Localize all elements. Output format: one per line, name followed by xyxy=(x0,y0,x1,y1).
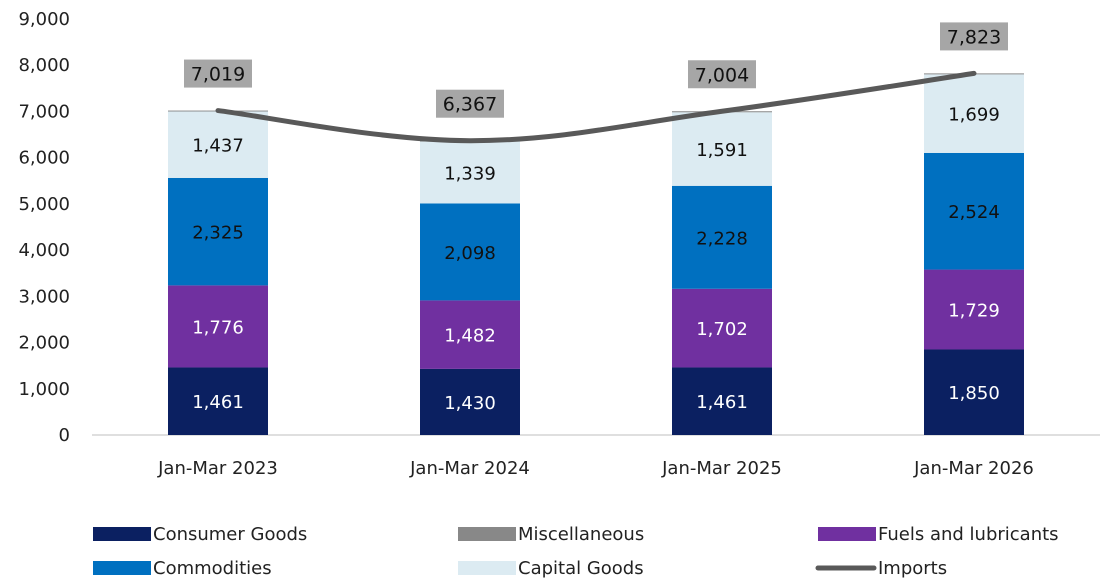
data-label: 1,591 xyxy=(696,140,748,161)
data-label: 1,729 xyxy=(948,301,1000,322)
imports-line xyxy=(215,70,977,144)
bar-segment-capital-goods xyxy=(420,141,520,204)
legend-swatch-commodities xyxy=(93,561,151,575)
y-tick-label: 5,000 xyxy=(18,194,70,215)
x-tick-label: Jan-Mar 2023 xyxy=(157,458,278,479)
x-tick-label: Jan-Mar 2025 xyxy=(661,458,782,479)
data-label: 1,702 xyxy=(696,319,748,340)
legend-swatch-capital-goods xyxy=(458,561,516,575)
y-tick-label: 6,000 xyxy=(18,148,70,169)
total-label: 7,004 xyxy=(695,64,749,86)
data-label: 1,339 xyxy=(444,163,496,184)
y-tick-label: 1,000 xyxy=(18,379,70,400)
total-label: 7,823 xyxy=(947,26,1001,48)
legend-swatch-miscellaneous xyxy=(458,527,516,541)
bar-segment-consumer-goods xyxy=(924,349,1024,435)
total-label-box xyxy=(688,60,756,89)
total-label: 6,367 xyxy=(443,94,497,116)
x-tick-label: Jan-Mar 2024 xyxy=(409,458,530,479)
y-tick-label: 0 xyxy=(59,425,70,446)
bar-segment-commodities xyxy=(420,203,520,301)
legend-label-imports: Imports xyxy=(878,558,947,579)
y-tick-label: 9,000 xyxy=(18,9,70,30)
legend-label-fuels-and-lubricants: Fuels and lubricants xyxy=(878,524,1059,545)
y-tick-label: 7,000 xyxy=(18,101,70,122)
data-label: 2,325 xyxy=(192,223,244,244)
data-label: 2,524 xyxy=(948,202,1000,223)
legend-swatch-consumer-goods xyxy=(93,527,151,541)
bar-segment-consumer-goods xyxy=(420,368,520,435)
total-label-box xyxy=(940,22,1008,51)
bar-segment-consumer-goods xyxy=(168,367,268,435)
bar-segment-commodities xyxy=(672,185,772,289)
x-tick-label: Jan-Mar 2026 xyxy=(913,458,1034,479)
data-label: 1,850 xyxy=(948,383,1000,404)
legend-label-miscellaneous: Miscellaneous xyxy=(518,524,644,545)
bar-segment-capital-goods xyxy=(168,111,268,178)
total-label-box xyxy=(436,89,504,118)
bar-segment-fuels-and-lubricants xyxy=(924,269,1024,350)
data-label: 1,461 xyxy=(192,392,244,413)
bar-segment-capital-goods xyxy=(924,74,1024,153)
data-label: 1,430 xyxy=(444,393,496,414)
legend-label-consumer-goods: Consumer Goods xyxy=(153,524,307,545)
total-label: 7,019 xyxy=(191,64,245,86)
y-tick-label: 3,000 xyxy=(18,286,70,307)
y-tick-label: 4,000 xyxy=(18,240,70,261)
data-label: 2,098 xyxy=(444,243,496,264)
data-label: 2,228 xyxy=(696,228,748,249)
bar-segment-commodities xyxy=(168,177,268,286)
data-label: 1,482 xyxy=(444,326,496,347)
bar-segment-consumer-goods xyxy=(672,367,772,435)
bar-segment-capital-goods xyxy=(672,112,772,186)
total-label-box xyxy=(184,59,252,88)
bar-segment-fuels-and-lubricants xyxy=(168,285,268,368)
data-label: 1,776 xyxy=(192,317,244,338)
legend-label-capital-goods: Capital Goods xyxy=(518,558,644,579)
y-tick-label: 2,000 xyxy=(18,333,70,354)
bar-segment-fuels-and-lubricants xyxy=(420,300,520,369)
legend-label-commodities: Commodities xyxy=(153,558,272,579)
bar-segment-commodities xyxy=(924,152,1024,270)
legend-swatch-fuels-and-lubricants xyxy=(818,527,876,541)
data-label: 1,437 xyxy=(192,136,244,157)
data-label: 1,461 xyxy=(696,392,748,413)
y-tick-label: 8,000 xyxy=(18,55,70,76)
data-label: 1,699 xyxy=(948,105,1000,126)
bar-segment-fuels-and-lubricants xyxy=(672,288,772,368)
